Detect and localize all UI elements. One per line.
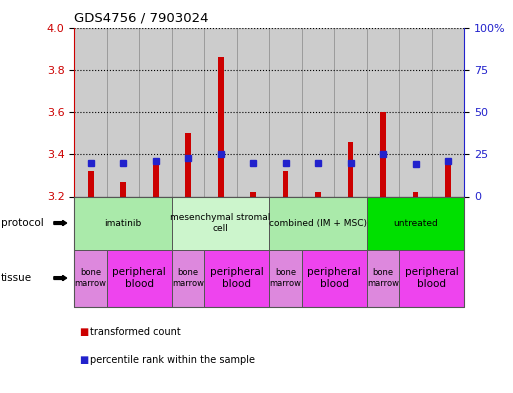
- Text: tissue: tissue: [1, 273, 32, 283]
- Text: untreated: untreated: [393, 219, 438, 228]
- Bar: [367, 28, 399, 196]
- Text: bone
marrow: bone marrow: [74, 268, 107, 288]
- Text: peripheral
blood: peripheral blood: [210, 267, 264, 289]
- Bar: [315, 192, 321, 196]
- Text: bone
marrow: bone marrow: [172, 268, 204, 288]
- Bar: [269, 28, 302, 196]
- Text: peripheral
blood: peripheral blood: [405, 267, 459, 289]
- Text: peripheral
blood: peripheral blood: [307, 267, 361, 289]
- Bar: [107, 28, 140, 196]
- Text: transformed count: transformed count: [90, 327, 181, 337]
- Bar: [250, 192, 256, 196]
- Text: bone
marrow: bone marrow: [269, 268, 302, 288]
- Bar: [432, 28, 464, 196]
- Bar: [237, 28, 269, 196]
- Text: combined (IM + MSC): combined (IM + MSC): [269, 219, 367, 228]
- Bar: [153, 165, 159, 196]
- Text: bone
marrow: bone marrow: [367, 268, 399, 288]
- Bar: [88, 171, 93, 196]
- Bar: [445, 163, 451, 196]
- Bar: [412, 192, 419, 196]
- Text: mesenchymal stromal
cell: mesenchymal stromal cell: [170, 213, 271, 233]
- Bar: [140, 28, 172, 196]
- Bar: [74, 28, 107, 196]
- Text: ■: ■: [80, 327, 89, 337]
- Text: GDS4756 / 7903024: GDS4756 / 7903024: [74, 12, 209, 25]
- Bar: [218, 57, 224, 196]
- Text: ■: ■: [80, 354, 89, 365]
- Bar: [204, 28, 237, 196]
- Bar: [348, 141, 353, 196]
- Bar: [399, 28, 432, 196]
- Bar: [185, 133, 191, 196]
- Bar: [172, 28, 204, 196]
- Bar: [283, 171, 288, 196]
- Bar: [302, 28, 334, 196]
- Text: imatinib: imatinib: [105, 219, 142, 228]
- Text: protocol: protocol: [1, 218, 43, 228]
- Bar: [334, 28, 367, 196]
- Bar: [380, 112, 386, 196]
- Bar: [120, 182, 126, 196]
- Text: percentile rank within the sample: percentile rank within the sample: [90, 354, 255, 365]
- Text: peripheral
blood: peripheral blood: [112, 267, 166, 289]
